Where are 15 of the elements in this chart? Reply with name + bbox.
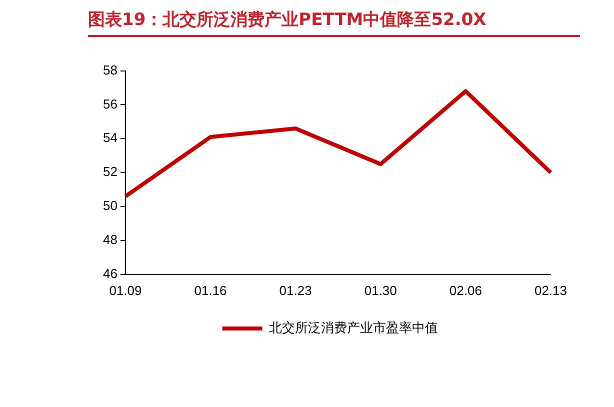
x-tick-label: 01.23 [279,282,312,298]
y-tick-label: 48 [102,232,118,248]
y-tick-label: 52 [102,164,118,180]
y-tick-label: 56 [102,96,118,112]
y-tick-label: 50 [102,198,118,214]
y-tick-label: 46 [102,266,118,281]
x-tick-label: 01.16 [194,282,227,298]
chart-title: 图表19：北交所泛消费产业PETTM中值降至52.0X [88,8,580,37]
y-tick-label: 54 [102,130,118,146]
y-tick-label: 58 [102,62,118,78]
x-tick-label: 01.30 [364,282,397,298]
legend-label: 北交所泛消费产业市盈率中值 [268,320,438,336]
x-tick-label: 01.09 [109,282,142,298]
x-tick-label: 02.06 [449,282,482,298]
x-tick-label: 02.13 [534,282,568,298]
